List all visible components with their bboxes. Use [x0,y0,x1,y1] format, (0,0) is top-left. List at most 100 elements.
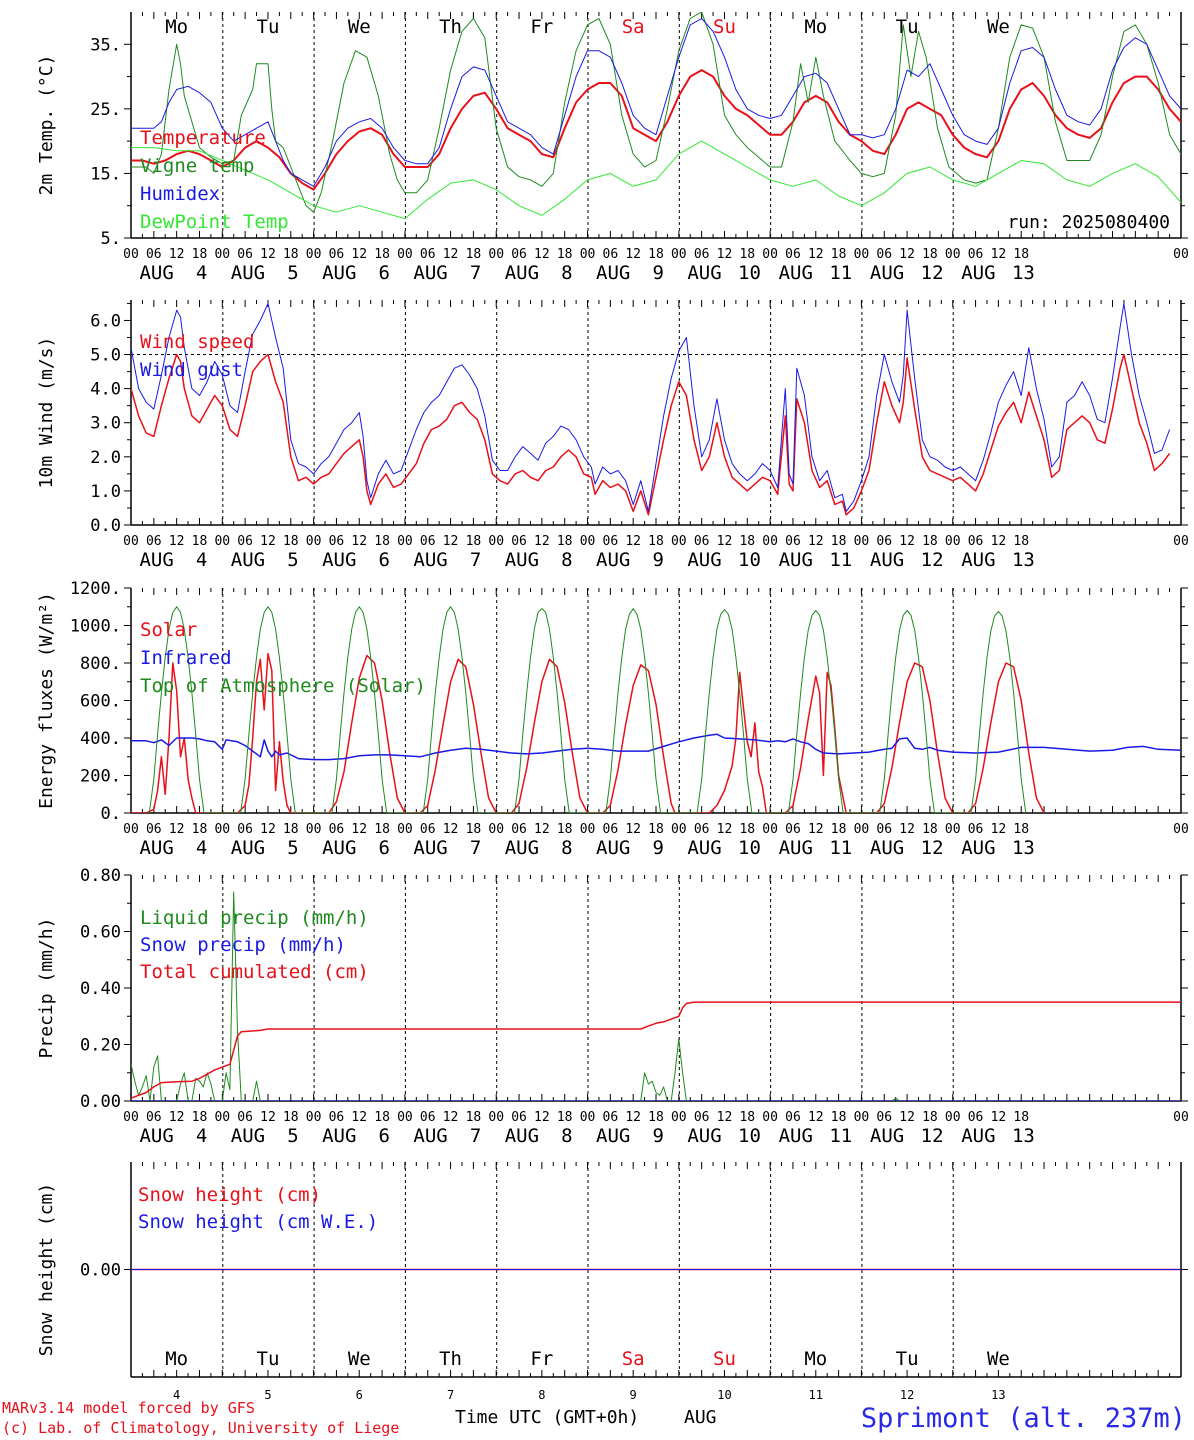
hour-label: 12 [899,822,915,837]
month-label: AUG [505,837,539,859]
month-label: AUG [505,549,539,571]
y-axis-label: 10m Wind (m/s) [36,337,57,489]
hour-label: 18 [374,534,390,549]
hour-label: 12 [717,822,733,837]
hour-label: 00 [306,534,322,549]
hour-label: 00 [854,534,870,549]
month-label: AUG [413,837,447,859]
hour-label: 18 [192,822,208,837]
lab-credit: (c) Lab. of Climatology, University of L… [2,1419,399,1437]
hour-label: 12 [625,822,641,837]
weekday-label: Tu [257,1348,280,1370]
hour-label: 18 [831,1110,847,1125]
time-axis-month: AUG [684,1407,717,1428]
legend-entry: DewPoint Temp [140,211,289,233]
series-infrared [131,733,1181,761]
month-label: AUG [322,262,356,284]
hour-label: 06 [694,1110,710,1125]
date-label: 5 [287,262,298,284]
hour-label: 12 [351,247,367,262]
y-axis-label: 2m Temp. (°C) [36,55,57,196]
hour-label: 00 [488,822,504,837]
hour-label: 18 [739,534,755,549]
hour-label: 12 [260,1110,276,1125]
date-label: 7 [470,837,481,859]
hour-label: 00 [397,1110,413,1125]
month-label: AUG [413,1125,447,1147]
bottom-date-label: 7 [447,1388,454,1402]
hour-label: 06 [237,534,253,549]
hour-label: 12 [351,822,367,837]
hour-label: 06 [694,247,710,262]
hour-label: 06 [420,822,436,837]
date-label: 13 [1012,837,1035,859]
y-tick-label: 1200. [70,579,121,599]
station-name: Sprimont (alt. 237m) [861,1403,1186,1434]
hour-label: 18 [739,822,755,837]
hour-label: 12 [717,1110,733,1125]
hour-label: 06 [785,1110,801,1125]
date-label: 11 [829,549,852,571]
y-tick-label: 0.80 [80,866,121,886]
date-label: 11 [829,1125,852,1147]
hour-label: 12 [808,1110,824,1125]
month-label: AUG [322,549,356,571]
date-label: 6 [379,837,390,859]
y-tick-label: 0.00 [80,1092,121,1112]
series-total-cumulated-cm- [131,1001,1181,1099]
hour-label: 00 [1173,534,1189,549]
date-label: 5 [287,1125,298,1147]
hour-label: 00 [306,1110,322,1125]
date-label: 10 [738,549,761,571]
hour-label: 12 [534,1110,550,1125]
meteogram-footer: MARv3.14 model forced by GFS (c) Lab. of… [2,1399,1186,1437]
date-label: 12 [921,837,944,859]
hour-label: 06 [785,247,801,262]
hour-label: 12 [443,1110,459,1125]
series-humidex [131,18,1181,187]
weekday-label: Mo [165,16,188,38]
bottom-date-label: 11 [809,1388,823,1402]
hour-label: 00 [123,822,139,837]
hour-label: 00 [488,534,504,549]
hour-label: 18 [466,247,482,262]
hour-label: 06 [511,247,527,262]
hour-label: 00 [671,1110,687,1125]
hour-label: 18 [648,1110,664,1125]
month-label: AUG [596,837,630,859]
hour-label: 06 [603,247,619,262]
y-tick-label: 0.20 [80,1036,121,1056]
hour-label: 12 [808,822,824,837]
y-tick-label: 15. [90,164,121,184]
month-label: AUG [231,262,265,284]
y-tick-label: 0. [101,804,121,824]
hour-label: 06 [694,822,710,837]
hour-label: 06 [785,534,801,549]
month-label: AUG [231,1125,265,1147]
hour-label: 18 [922,247,938,262]
date-label: 7 [470,1125,481,1147]
hour-label: 00 [123,1110,139,1125]
hour-label: 06 [876,247,892,262]
series-liquid-precip-mm-h- [131,891,1181,1101]
month-label: AUG [139,837,173,859]
hour-label: 18 [374,1110,390,1125]
date-label: 7 [470,262,481,284]
date-label: 9 [652,262,663,284]
month-label: AUG [139,549,173,571]
month-label: AUG [413,549,447,571]
hour-label: 06 [237,822,253,837]
bottom-date-label: 5 [264,1388,271,1402]
date-label: 9 [652,549,663,571]
series-wind-speed [131,353,1171,516]
month-label: AUG [961,837,995,859]
weekday-label: Fr [530,1348,553,1370]
y-tick-label: 400. [80,729,121,749]
month-label: AUG [596,549,630,571]
hour-label: 12 [169,822,185,837]
legend-entry: Infrared [140,647,232,669]
hour-label: 00 [306,247,322,262]
